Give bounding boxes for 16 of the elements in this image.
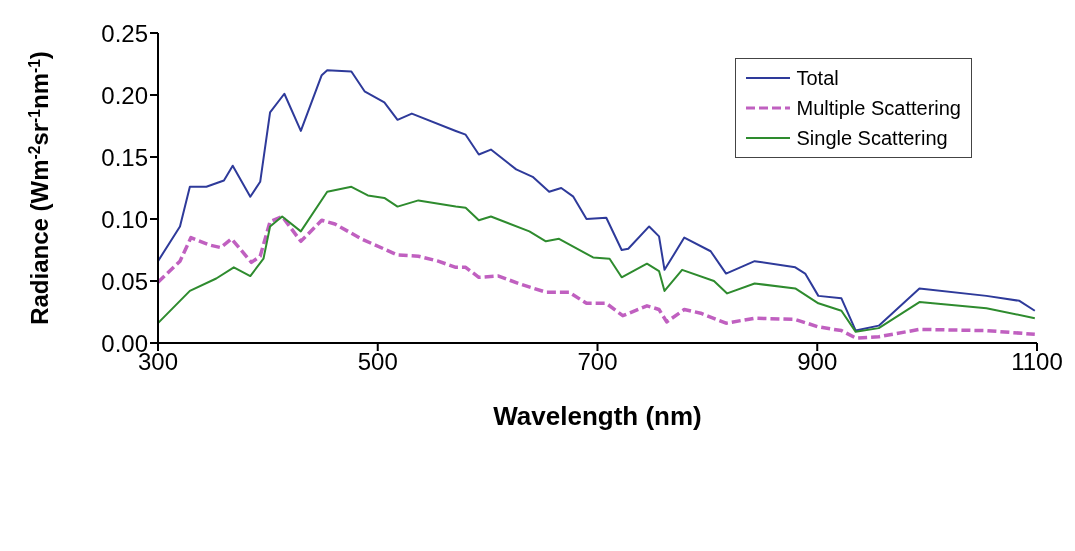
y-tick-label: 0.25 <box>101 19 148 47</box>
x-tick-label: 1100 <box>1011 348 1063 376</box>
legend-label: Total <box>796 66 839 90</box>
x-tick-label: 900 <box>797 348 838 376</box>
y-tick-label: 0.15 <box>101 143 148 171</box>
legend-label: Single Scattering <box>796 126 948 150</box>
legend-label: Multiple Scattering <box>796 96 961 120</box>
y-tick-label: 0.05 <box>101 267 148 295</box>
x-tick-label: 700 <box>577 348 618 376</box>
y-tick-label: 0.20 <box>101 81 148 109</box>
line-series <box>158 69 1036 332</box>
line-series <box>158 185 1036 333</box>
x-axis-title: Wavelength (nm) <box>493 401 702 431</box>
y-tick-label: 0.10 <box>101 205 148 233</box>
line-series <box>158 214 1037 340</box>
x-tick-label: 500 <box>357 348 398 376</box>
